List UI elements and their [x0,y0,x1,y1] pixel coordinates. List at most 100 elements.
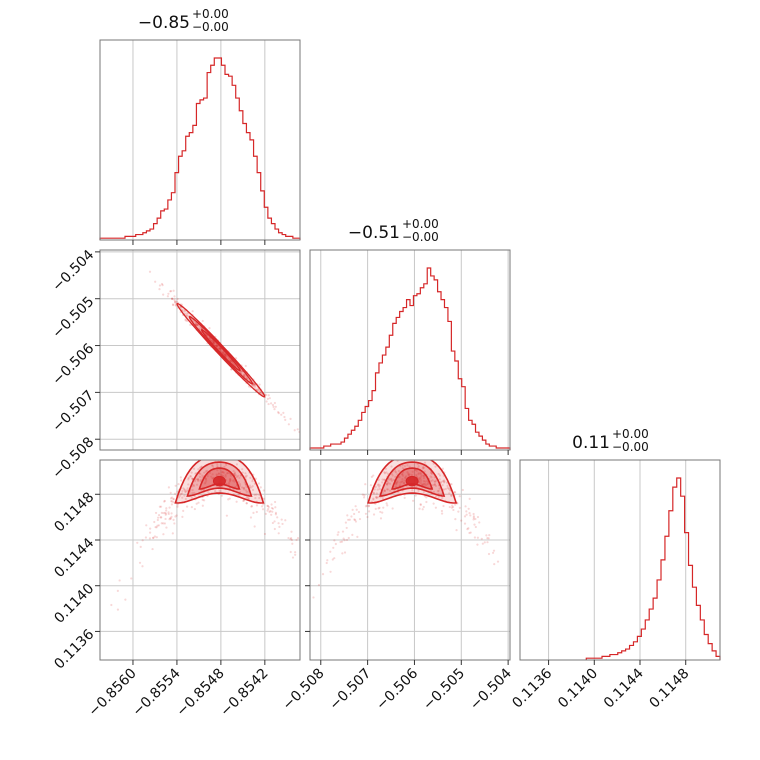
sample-point [196,323,199,326]
sample-point [383,471,386,474]
sample-point [460,519,463,522]
sample-point [385,483,389,486]
sample-point [260,505,264,508]
sample-point [228,497,231,500]
sample-point [158,287,161,291]
sample-point [356,535,359,538]
sample-point [434,484,438,488]
sample-point [259,391,262,394]
sample-point [183,309,186,313]
sample-point [386,488,390,491]
sample-point [219,458,221,460]
scatter-panel-0-2 [95,458,301,665]
sample-point [261,508,265,511]
sample-point [377,496,380,499]
sample-point [394,475,397,478]
sample-point [273,401,277,405]
sample-point [181,490,184,493]
sample-point [242,486,245,490]
sample-point [317,583,321,587]
sample-point [406,471,409,474]
sample-point [293,429,296,432]
sample-point [331,558,334,561]
sample-point [226,472,229,475]
sample-point [171,532,174,535]
sample-point [252,384,255,388]
sample-point [381,491,384,494]
sample-point [136,541,139,544]
sample-point [382,506,385,509]
sample-point [211,477,214,480]
sample-point [412,499,415,502]
sample-point [229,359,232,362]
sample-point [218,489,221,493]
sample-point [404,476,407,480]
sample-point [169,290,172,293]
sample-point [186,505,189,508]
sample-point [401,472,404,476]
y-tick-label: −0.507 [49,387,97,435]
sample-point [229,359,232,362]
sample-point [244,364,247,368]
sample-point [434,506,437,509]
sample-point [251,480,254,483]
sample-point [395,483,398,486]
sample-point [148,537,152,540]
sample-point [197,479,200,483]
sample-point [212,340,215,343]
sample-point [346,514,349,517]
sample-point [99,661,101,663]
sample-point [486,537,489,540]
sample-point [467,507,470,510]
sample-point [381,478,384,481]
sample-point [420,479,423,482]
sample-point [381,497,384,500]
sample-point [215,344,218,347]
sample-point [362,496,366,499]
sample-point [268,510,271,514]
sample-point [332,546,335,549]
sample-point [242,499,245,503]
sample-point [210,475,213,478]
sample-point [237,493,241,496]
sample-point [130,577,133,580]
sample-point [206,469,209,472]
sample-point [181,515,184,518]
sample-point [403,496,406,499]
sample-point [212,341,215,345]
sample-point [372,491,375,494]
sample-point [245,496,248,499]
sample-point [163,500,166,503]
sample-point [193,507,196,511]
sample-point [463,515,467,518]
sample-point [383,478,386,481]
sample-point [238,484,242,487]
sample-point [474,525,477,529]
sample-point [383,490,387,493]
x-tick-label: −0.8542 [217,666,271,720]
sample-point [231,479,234,482]
sample-point [178,494,182,497]
sample-point [157,516,160,519]
sample-point [387,481,390,485]
sample-point [169,290,173,293]
sample-point [234,357,238,360]
panel-border [99,459,301,661]
sample-point [401,478,404,481]
sample-point [157,524,160,527]
sample-point [227,357,230,360]
sample-point [218,348,221,351]
sample-point [160,511,163,514]
sample-point [385,471,388,474]
sample-point [466,528,469,531]
sample-point [191,491,194,494]
sample-point [367,504,371,507]
sample-point [171,297,174,301]
sample-point [476,543,479,546]
sample-point [455,529,458,532]
sample-point [408,465,411,468]
sample-point [266,504,270,508]
sample-point [354,505,357,508]
sample-point [419,503,422,506]
sample-point [480,537,483,540]
